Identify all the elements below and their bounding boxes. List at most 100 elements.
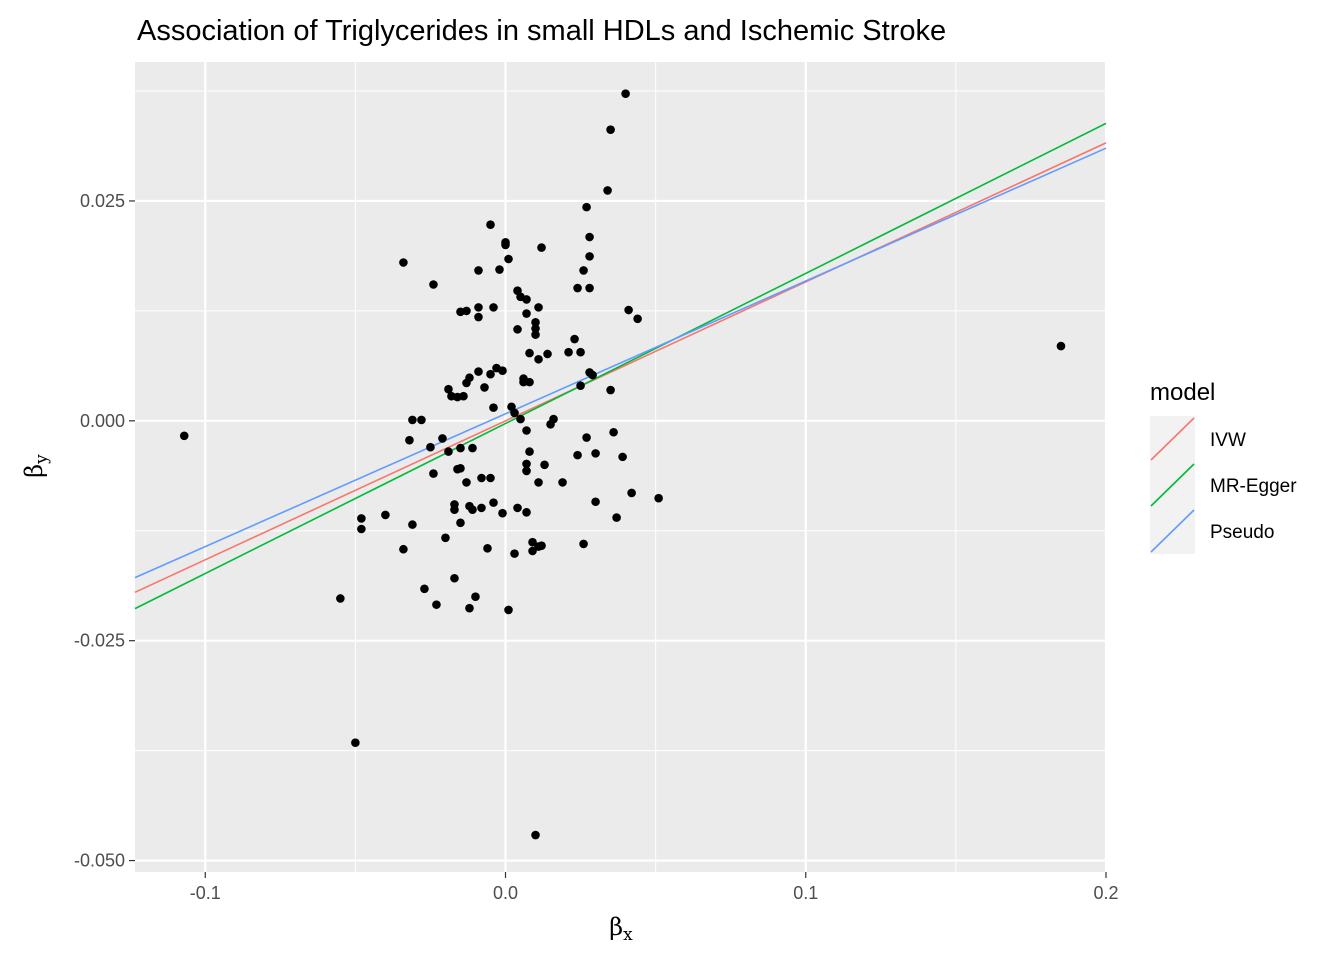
y-tick-label: 0.025	[80, 191, 125, 211]
grid	[135, 62, 1108, 872]
data-point	[456, 464, 465, 473]
data-point	[564, 347, 573, 357]
data-point	[429, 469, 438, 478]
data-point	[531, 324, 540, 333]
data-point	[522, 309, 531, 318]
legend-title: model	[1150, 379, 1215, 406]
x-tick-label: 0.0	[493, 883, 518, 903]
data-point	[528, 546, 537, 556]
data-point	[522, 507, 531, 517]
data-point	[528, 537, 537, 547]
data-point	[585, 252, 594, 261]
data-point	[519, 377, 528, 387]
data-point	[540, 460, 549, 470]
data-point	[537, 541, 546, 551]
data-point	[399, 258, 408, 267]
data-point	[459, 391, 468, 401]
data-point	[609, 427, 618, 437]
data-point	[522, 426, 531, 435]
x-tick-label: 0.2	[1093, 883, 1118, 903]
data-point	[522, 466, 531, 476]
data-point	[468, 443, 477, 453]
data-point	[420, 584, 429, 594]
data-point	[525, 377, 534, 387]
data-point	[576, 381, 585, 390]
data-point	[618, 452, 627, 462]
data-point	[486, 473, 495, 483]
data-point	[498, 366, 507, 375]
data-point	[654, 493, 663, 503]
legend-line-mr-egger	[1150, 463, 1195, 507]
data-point	[399, 544, 408, 554]
data-point	[531, 318, 540, 327]
data-point	[432, 600, 441, 609]
data-point	[408, 415, 417, 425]
data-point	[477, 503, 486, 513]
data-point	[471, 592, 480, 602]
data-point	[381, 510, 390, 520]
data-point	[591, 449, 600, 458]
data-point	[582, 433, 591, 442]
data-point	[429, 280, 438, 289]
legend-label-pseudo: Pseudo	[1210, 522, 1274, 543]
data-point	[510, 549, 519, 558]
data-point	[483, 544, 492, 553]
data-point	[525, 348, 534, 358]
data-point	[534, 478, 543, 487]
data-point	[468, 505, 477, 514]
data-point	[531, 830, 540, 840]
data-point	[621, 89, 630, 98]
data-point	[486, 220, 495, 230]
fit-line-pseudo	[134, 147, 1107, 579]
x-tick-label: 0.1	[793, 883, 818, 903]
data-point	[456, 518, 465, 528]
data-point	[408, 520, 417, 529]
data-point	[474, 266, 483, 275]
data-point	[522, 295, 531, 304]
data-point	[462, 478, 471, 487]
data-point	[534, 303, 543, 312]
data-point	[573, 450, 582, 460]
data-point	[444, 447, 453, 456]
data-point	[489, 403, 498, 412]
data-point	[456, 443, 465, 453]
data-point	[477, 473, 486, 483]
data-point	[606, 385, 615, 395]
data-point	[624, 305, 633, 315]
data-point	[558, 478, 567, 487]
y-tick-label: -0.025	[74, 631, 125, 651]
x-tick-label: -0.1	[190, 883, 221, 903]
data-point	[543, 349, 552, 359]
data-point	[1056, 341, 1066, 351]
data-point	[480, 383, 489, 392]
data-point	[603, 186, 612, 195]
data-point	[504, 605, 513, 615]
data-point	[549, 414, 558, 424]
data-point	[336, 594, 345, 603]
data-point	[513, 503, 522, 513]
data-point	[606, 125, 615, 135]
y-tick-label: -0.050	[74, 851, 125, 871]
legend-line-ivw	[1150, 417, 1195, 461]
data-point	[582, 202, 591, 212]
data-point	[633, 314, 642, 324]
data-point	[474, 303, 483, 312]
data-point	[537, 243, 546, 252]
legend-line-pseudo	[1150, 509, 1195, 553]
data-point	[627, 488, 636, 498]
data-point	[450, 505, 459, 514]
data-point	[462, 306, 471, 316]
data-point	[444, 384, 453, 394]
fit-line-mr-egger	[134, 122, 1107, 610]
data-point	[525, 447, 534, 456]
data-point	[495, 265, 504, 274]
data-point	[474, 312, 483, 322]
data-point	[579, 539, 588, 549]
data-point	[498, 508, 507, 518]
regression-lines	[134, 122, 1107, 610]
legend: model IVW MR-Egger Pseudo	[1150, 379, 1297, 554]
data-point	[465, 373, 474, 383]
data-point	[179, 431, 189, 441]
data-point	[438, 434, 447, 443]
